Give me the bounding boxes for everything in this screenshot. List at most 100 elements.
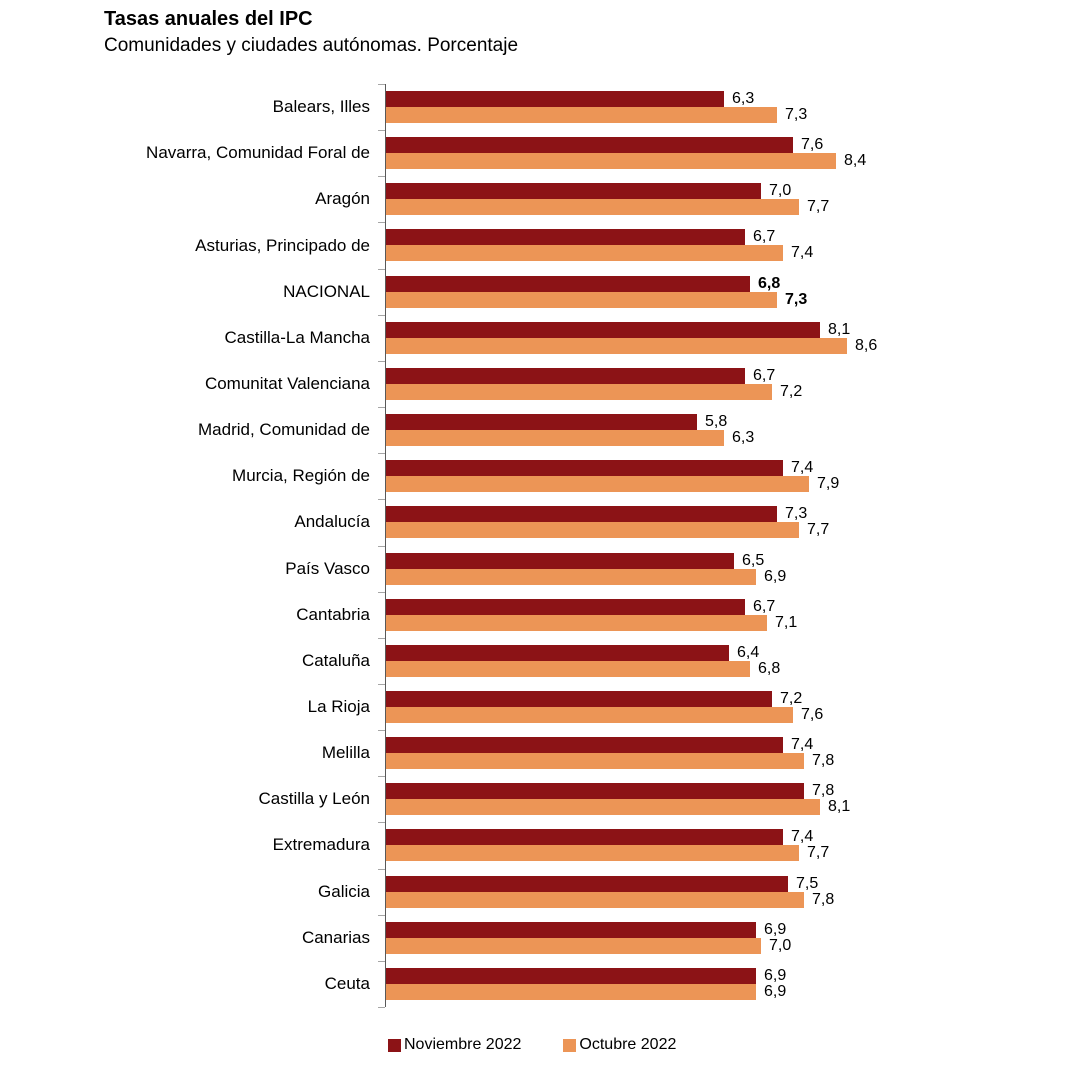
category-label: NACIONAL <box>283 281 370 301</box>
bar-value-label: 7,4 <box>791 828 814 846</box>
bar-value-label: 7,8 <box>812 782 835 800</box>
bar-value-label: 8,1 <box>828 320 851 338</box>
bar-octubre <box>386 706 793 723</box>
bar-value-label: 8,6 <box>855 336 878 354</box>
axis-tick <box>378 637 385 639</box>
category-label: Comunitat Valenciana <box>204 373 370 393</box>
legend-item-noviembre: Noviembre 2022 <box>388 1036 521 1054</box>
bar-octubre <box>386 660 750 677</box>
bar-noviembre <box>386 737 783 754</box>
category-label: Canarias <box>301 927 370 947</box>
bar-noviembre <box>386 91 724 107</box>
bar-value-label: 6,5 <box>742 551 765 569</box>
bar-noviembre <box>386 829 783 846</box>
category-label: Andalucía <box>294 512 370 532</box>
axis-tick <box>378 868 385 870</box>
axis-tick <box>378 314 385 316</box>
axis-tick <box>378 407 385 409</box>
bar-value-label: 7,4 <box>791 459 814 477</box>
bar-octubre <box>386 614 767 631</box>
bar-octubre <box>386 845 799 862</box>
bar-octubre <box>386 568 756 585</box>
axis-tick <box>378 176 385 178</box>
category-label: Asturias, Principado de <box>195 235 370 255</box>
bar-noviembre <box>386 598 745 615</box>
category-label: Ceuta <box>324 973 370 993</box>
bar-value-label: 7,7 <box>807 844 830 862</box>
bar-value-label: 7,3 <box>785 106 808 123</box>
axis-tick <box>378 776 385 778</box>
bar-octubre <box>386 337 847 354</box>
axis-tick <box>378 360 385 362</box>
category-label: La Rioja <box>307 697 370 716</box>
chart-legend: Noviembre 2022 Octubre 2022 <box>388 1036 676 1054</box>
bar-octubre <box>386 107 777 123</box>
legend-item-octubre: Octubre 2022 <box>563 1036 676 1054</box>
bar-octubre <box>386 937 761 954</box>
bar-octubre <box>386 430 724 447</box>
bar-noviembre <box>386 414 697 431</box>
bar-value-label: 7,1 <box>775 613 798 631</box>
bar-octubre <box>386 291 777 308</box>
category-axis-line <box>385 84 386 1007</box>
category-label: Extremadura <box>272 835 370 855</box>
bar-value-label: 6,8 <box>758 659 781 677</box>
bar-value-label: 7,4 <box>791 736 814 754</box>
bar-value-label: 6,7 <box>753 597 776 615</box>
axis-tick <box>378 1007 385 1008</box>
bar-octubre <box>386 891 804 908</box>
bar-value-label: 6,4 <box>737 643 760 661</box>
bar-value-label: 6,9 <box>764 966 787 984</box>
bar-value-label: 7,2 <box>780 382 803 400</box>
bar-noviembre <box>386 506 777 523</box>
bar-value-label: 8,4 <box>844 152 867 170</box>
bar-octubre <box>386 153 836 170</box>
bar-value-label: 6,7 <box>753 228 776 246</box>
axis-tick <box>378 683 385 685</box>
bar-noviembre <box>386 552 734 569</box>
bar-noviembre <box>386 644 729 661</box>
bar-value-label: 7,9 <box>817 475 840 493</box>
bar-noviembre <box>386 183 761 200</box>
category-label: Madrid, Comunidad de <box>198 420 370 440</box>
bar-value-label: 7,6 <box>801 705 824 723</box>
bar-noviembre <box>386 875 788 892</box>
bar-value-label: 7,7 <box>807 198 830 216</box>
bar-value-label: 7,3 <box>785 505 808 523</box>
bar-noviembre <box>386 137 793 154</box>
category-label: Cataluña <box>301 650 370 670</box>
bar-value-label: 6,7 <box>753 366 776 384</box>
axis-tick <box>378 914 385 916</box>
category-label: Castilla-La Mancha <box>224 327 370 347</box>
category-label: Balears, Illes <box>272 97 370 117</box>
axis-tick <box>378 222 385 224</box>
bar-octubre <box>386 799 820 816</box>
category-label: Galicia <box>318 881 370 901</box>
axis-tick <box>378 499 385 501</box>
bar-value-label: 7,8 <box>812 752 835 770</box>
bar-value-label: 6,8 <box>758 274 781 292</box>
category-label: Navarra, Comunidad Foral de <box>146 143 370 163</box>
category-label: Murcia, Región de <box>232 466 370 486</box>
legend-swatch-octubre-icon <box>563 1038 577 1052</box>
bar-octubre <box>386 383 772 400</box>
axis-tick <box>378 130 385 132</box>
chart-title: Tasas anuales del IPC <box>104 8 313 30</box>
bar-noviembre <box>386 921 756 938</box>
axis-tick <box>378 268 385 270</box>
bar-octubre <box>386 753 804 770</box>
bar-value-label: 6,9 <box>764 982 787 1000</box>
category-label: Cantabria <box>296 604 370 624</box>
bar-value-label: 6,3 <box>732 429 755 447</box>
legend-label-octubre: Octubre 2022 <box>579 1036 677 1053</box>
bar-value-label: 7,4 <box>791 244 814 262</box>
axis-tick <box>378 822 385 824</box>
bar-value-label: 7,6 <box>801 136 824 154</box>
bar-octubre <box>386 245 783 262</box>
bar-value-label: 7,0 <box>769 936 792 954</box>
category-label: País Vasco <box>285 558 370 578</box>
bar-value-label: 7,5 <box>796 874 819 892</box>
bar-noviembre <box>386 783 804 800</box>
axis-tick <box>378 453 385 455</box>
